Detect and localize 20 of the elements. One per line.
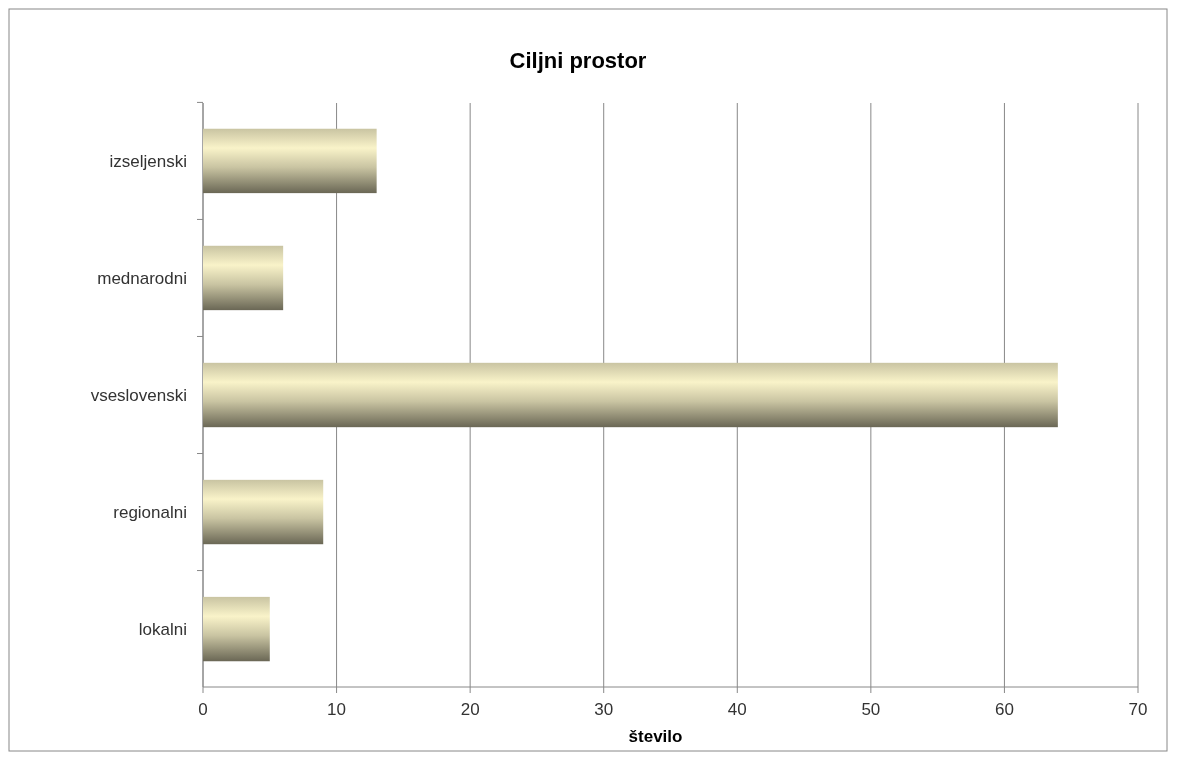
- x-tick-label: 30: [594, 700, 614, 719]
- y-tick-label: regionalni: [113, 502, 187, 522]
- bar: [203, 479, 324, 545]
- x-tick-label: 0: [198, 700, 208, 719]
- y-tick-label: izseljenski: [109, 151, 187, 171]
- bar: [203, 245, 284, 311]
- chart-title: Ciljni prostor: [509, 48, 647, 73]
- x-tick-label: 50: [861, 700, 881, 719]
- y-tick-label: lokalni: [138, 620, 187, 640]
- x-tick-label: 20: [460, 700, 480, 719]
- x-tick-label: 10: [327, 700, 347, 719]
- x-tick-label: 40: [727, 700, 747, 719]
- x-tick-label: 60: [994, 700, 1014, 719]
- x-axis-title: število: [628, 727, 683, 746]
- y-tick-label: mednarodni: [97, 268, 187, 288]
- x-tick-label: 70: [1128, 700, 1148, 719]
- bar: [203, 362, 1058, 428]
- y-tick-label: vseslovenski: [90, 385, 187, 405]
- bar: [203, 596, 270, 662]
- bar: [203, 128, 377, 194]
